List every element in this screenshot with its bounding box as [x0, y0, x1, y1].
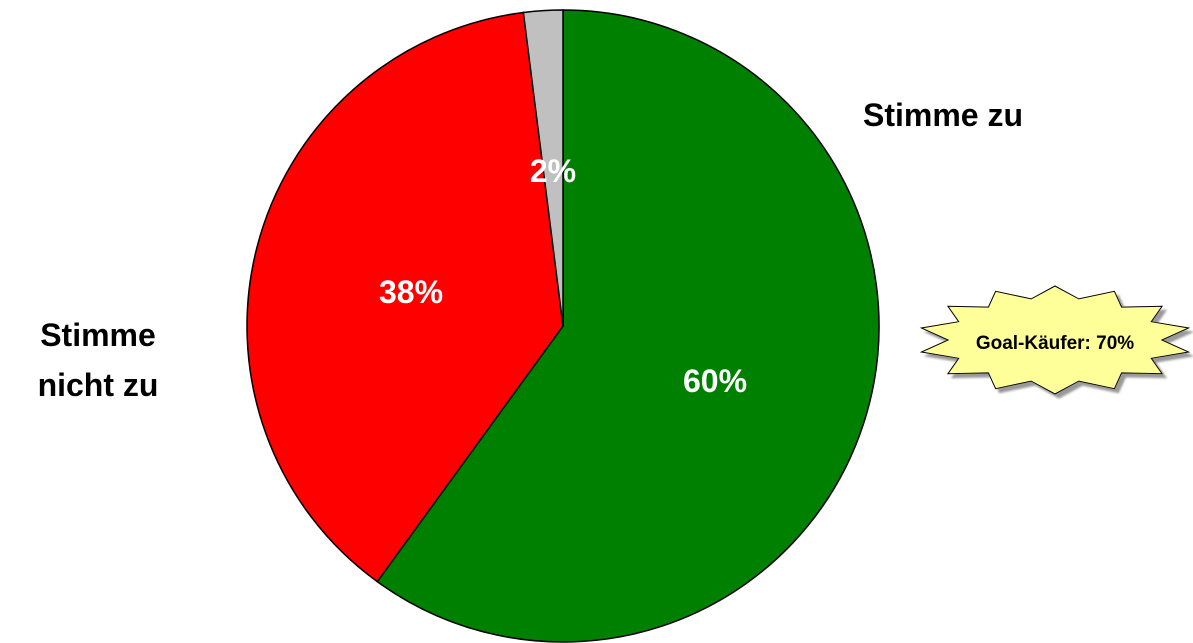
pie-slice-3	[522, 9, 564, 327]
label-stimme-nicht-zu-line2: nicht zu	[38, 367, 159, 403]
callout-text: Goal-Käufer: 70%	[976, 333, 1134, 354]
slice-value-label-1: 60%	[683, 363, 747, 399]
pie-slice-1	[376, 9, 880, 643]
callout-burst-shape	[919, 285, 1191, 395]
label-stimme-nicht-zu-line1: Stimme	[40, 317, 156, 353]
pie-slice-2	[246, 11, 564, 583]
pie-slices	[246, 9, 880, 643]
pie-slice-labels: 60% 38% 2%	[379, 153, 747, 399]
goal-callout: Goal-Käufer: 70%	[919, 285, 1191, 395]
slice-value-label-2: 38%	[379, 274, 443, 310]
label-stimme-zu: Stimme zu	[863, 97, 1023, 133]
slice-value-label-3: 2%	[530, 153, 576, 189]
